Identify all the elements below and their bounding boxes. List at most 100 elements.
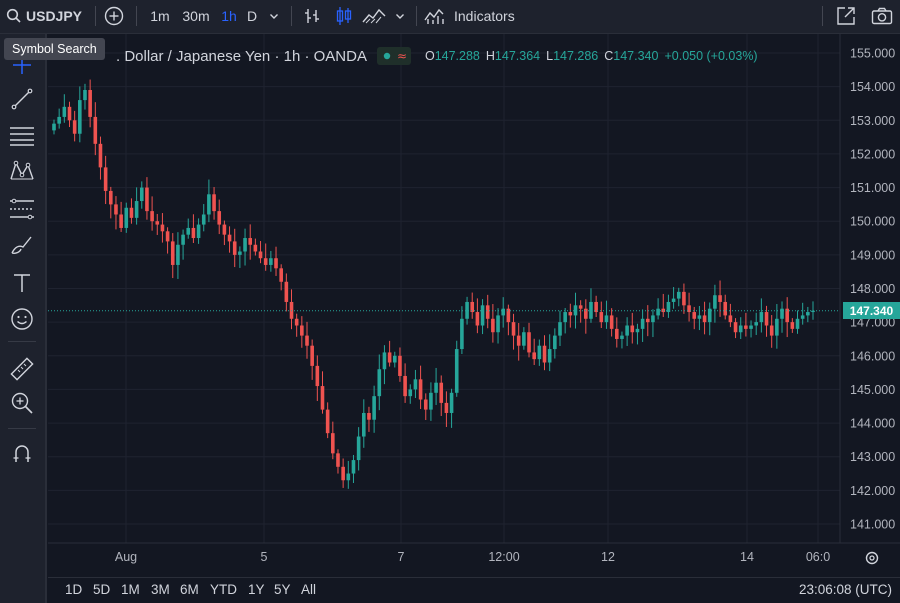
forecast-tool[interactable] [5,192,39,226]
price-tick-label: 148.000 [850,282,895,296]
interval-dropdown[interactable] [264,0,284,32]
utc-clock[interactable]: 23:06:08 (UTC) [798,582,892,597]
last-price-label: 147.340 [843,302,900,320]
range-ytd[interactable]: YTD [210,582,237,597]
candle-body [614,328,619,339]
candle-body [134,201,139,218]
emoji-tool[interactable] [5,302,39,336]
range-1d[interactable]: 1D [65,582,83,597]
price-axis: 155.000 154.000 153.000 152.000 151.000 150.0… [48,34,900,544]
candle-body [176,244,180,265]
indicators-button[interactable]: Indicators [424,0,524,32]
candle-body [93,116,98,144]
candle-body [506,308,511,323]
candle-body [589,301,593,319]
candle-body [382,352,387,370]
candle-body [558,322,562,336]
interval-d[interactable]: D [246,8,258,24]
candles-button[interactable] [330,0,358,32]
text-tool[interactable] [5,266,39,300]
candle-body [325,409,330,434]
price-tick-label: 155.000 [850,47,895,61]
time-tick-label: Aug [115,550,137,564]
zoom-tool[interactable] [5,386,39,420]
price-tick-label: 153.000 [850,114,895,128]
top-toolbar: USDJPY 1m 30m 1h D Indicators [0,0,900,34]
brush-tool[interactable] [5,228,39,262]
candle-body [243,238,247,252]
candle-body [372,396,376,420]
candle-body [300,325,304,336]
candle-body [336,453,340,467]
candle-body [429,392,433,410]
candle-body [78,100,82,134]
candle-body [449,392,454,413]
measure-tool[interactable] [5,352,39,386]
candle-body [269,258,273,265]
candle-body [408,389,413,397]
candle-body [52,123,56,131]
market-status-badge[interactable]: ≈ [376,47,411,65]
range-5y[interactable]: 5Y [274,582,291,597]
candle-body [656,308,660,316]
candle-body [609,315,614,329]
bar-style-icon [305,9,319,23]
snapshot-button[interactable] [868,0,896,32]
candle-body [108,190,113,205]
candle-body [155,221,160,225]
area-button[interactable] [360,0,388,32]
candle-body [434,382,438,393]
candle-body [341,466,345,481]
time-tick-label: 12 [601,550,615,564]
candle-body [150,211,154,222]
range-3m[interactable]: 3M [151,582,170,597]
chart-settings-button[interactable] [862,548,882,568]
candle-body [207,194,211,215]
range-all[interactable]: All [301,582,317,597]
add-symbol-button[interactable] [101,0,127,32]
symbol-search-button[interactable]: USDJPY [0,0,94,32]
candle-body [630,325,635,333]
range-1y[interactable]: 1Y [248,582,265,597]
candle-body [387,352,392,363]
bar-style-button[interactable] [298,0,326,32]
candle-body [315,365,320,387]
legend-title[interactable]: . Dollar / Japanese Yen · 1h · OANDA [116,47,367,65]
candle-body [413,379,418,390]
trend-line-tool[interactable] [5,82,39,116]
fullscreen-icon [837,7,855,25]
candle-body [103,167,108,191]
interval-30m[interactable]: 30m [182,8,210,24]
svg-text:≈: ≈ [397,49,407,63]
candle-body [491,318,495,333]
interval-1m[interactable]: 1m [150,8,170,24]
candle-body [785,308,789,323]
chart-legend: . Dollar / Japanese Yen · 1h · OANDA ≈ O… [52,46,764,66]
chart-type-dropdown[interactable] [390,0,410,32]
candle-body [186,227,191,235]
price-tick-label: 154.000 [850,80,895,94]
candle-body [651,315,655,323]
candle-body [501,308,506,316]
candles-icon [336,7,352,25]
range-6m[interactable]: 6M [180,582,199,597]
range-1m[interactable]: 1M [121,582,140,597]
candle-body [253,244,258,252]
interval-1h[interactable]: 1h [221,8,237,24]
range-5d[interactable]: 5D [93,582,111,597]
price-chart[interactable]: 155.000 154.000 153.000 152.000 151.000 150.0… [48,34,900,577]
time-tick-label: 7 [398,550,405,564]
fullscreen-button[interactable] [832,0,860,32]
fib-tool[interactable] [5,118,39,152]
text-icon [14,274,30,292]
candle-body [800,315,805,319]
magnet-tool[interactable] [5,436,39,470]
candle-body [227,234,232,242]
camera-icon [871,7,893,25]
candle-body [594,301,598,313]
pattern-tool[interactable] [5,154,39,188]
candle-body [578,305,583,309]
candle-body [790,322,795,329]
candle-body [181,234,185,245]
candle-body [563,312,567,323]
